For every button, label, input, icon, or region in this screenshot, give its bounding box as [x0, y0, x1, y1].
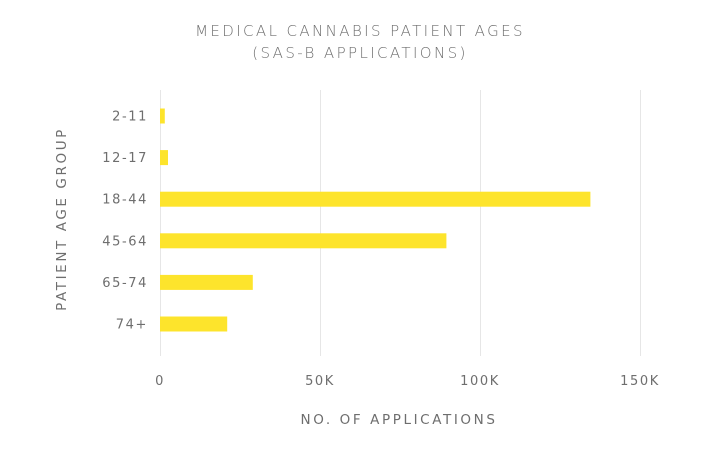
x-tick-label: 100K	[460, 374, 500, 389]
y-tick-label: 2-11	[112, 110, 148, 125]
bars	[160, 108, 591, 332]
y-tick-label: 45-64	[102, 234, 148, 249]
x-axis-title: NO. OF APPLICATIONS	[301, 412, 498, 428]
x-tick-labels: 0 50K 100K 150K	[155, 374, 660, 389]
y-tick-label: 12-17	[102, 151, 148, 166]
bar	[160, 274, 253, 290]
x-tick-label: 0	[155, 374, 165, 389]
chart-subtitle: (SAS-B APPLICATIONS)	[252, 44, 468, 62]
y-tick-label: 74+	[116, 318, 148, 333]
chart-title: MEDICAL CANNABIS PATIENT AGES	[195, 22, 525, 40]
bar	[160, 316, 228, 332]
x-tick-label: 150K	[620, 374, 660, 389]
bar	[160, 191, 591, 207]
bar	[160, 150, 168, 166]
bar	[160, 233, 447, 249]
bar	[160, 108, 165, 124]
x-tick-label: 50K	[305, 374, 335, 389]
gridlines	[160, 90, 641, 356]
y-axis-title: PATIENT AGE GROUP	[54, 127, 70, 311]
y-tick-labels: 2-11 12-17 18-44 45-64 65-74 74+	[102, 110, 148, 333]
y-tick-label: 65-74	[102, 276, 148, 291]
y-tick-label: 18-44	[102, 193, 148, 208]
